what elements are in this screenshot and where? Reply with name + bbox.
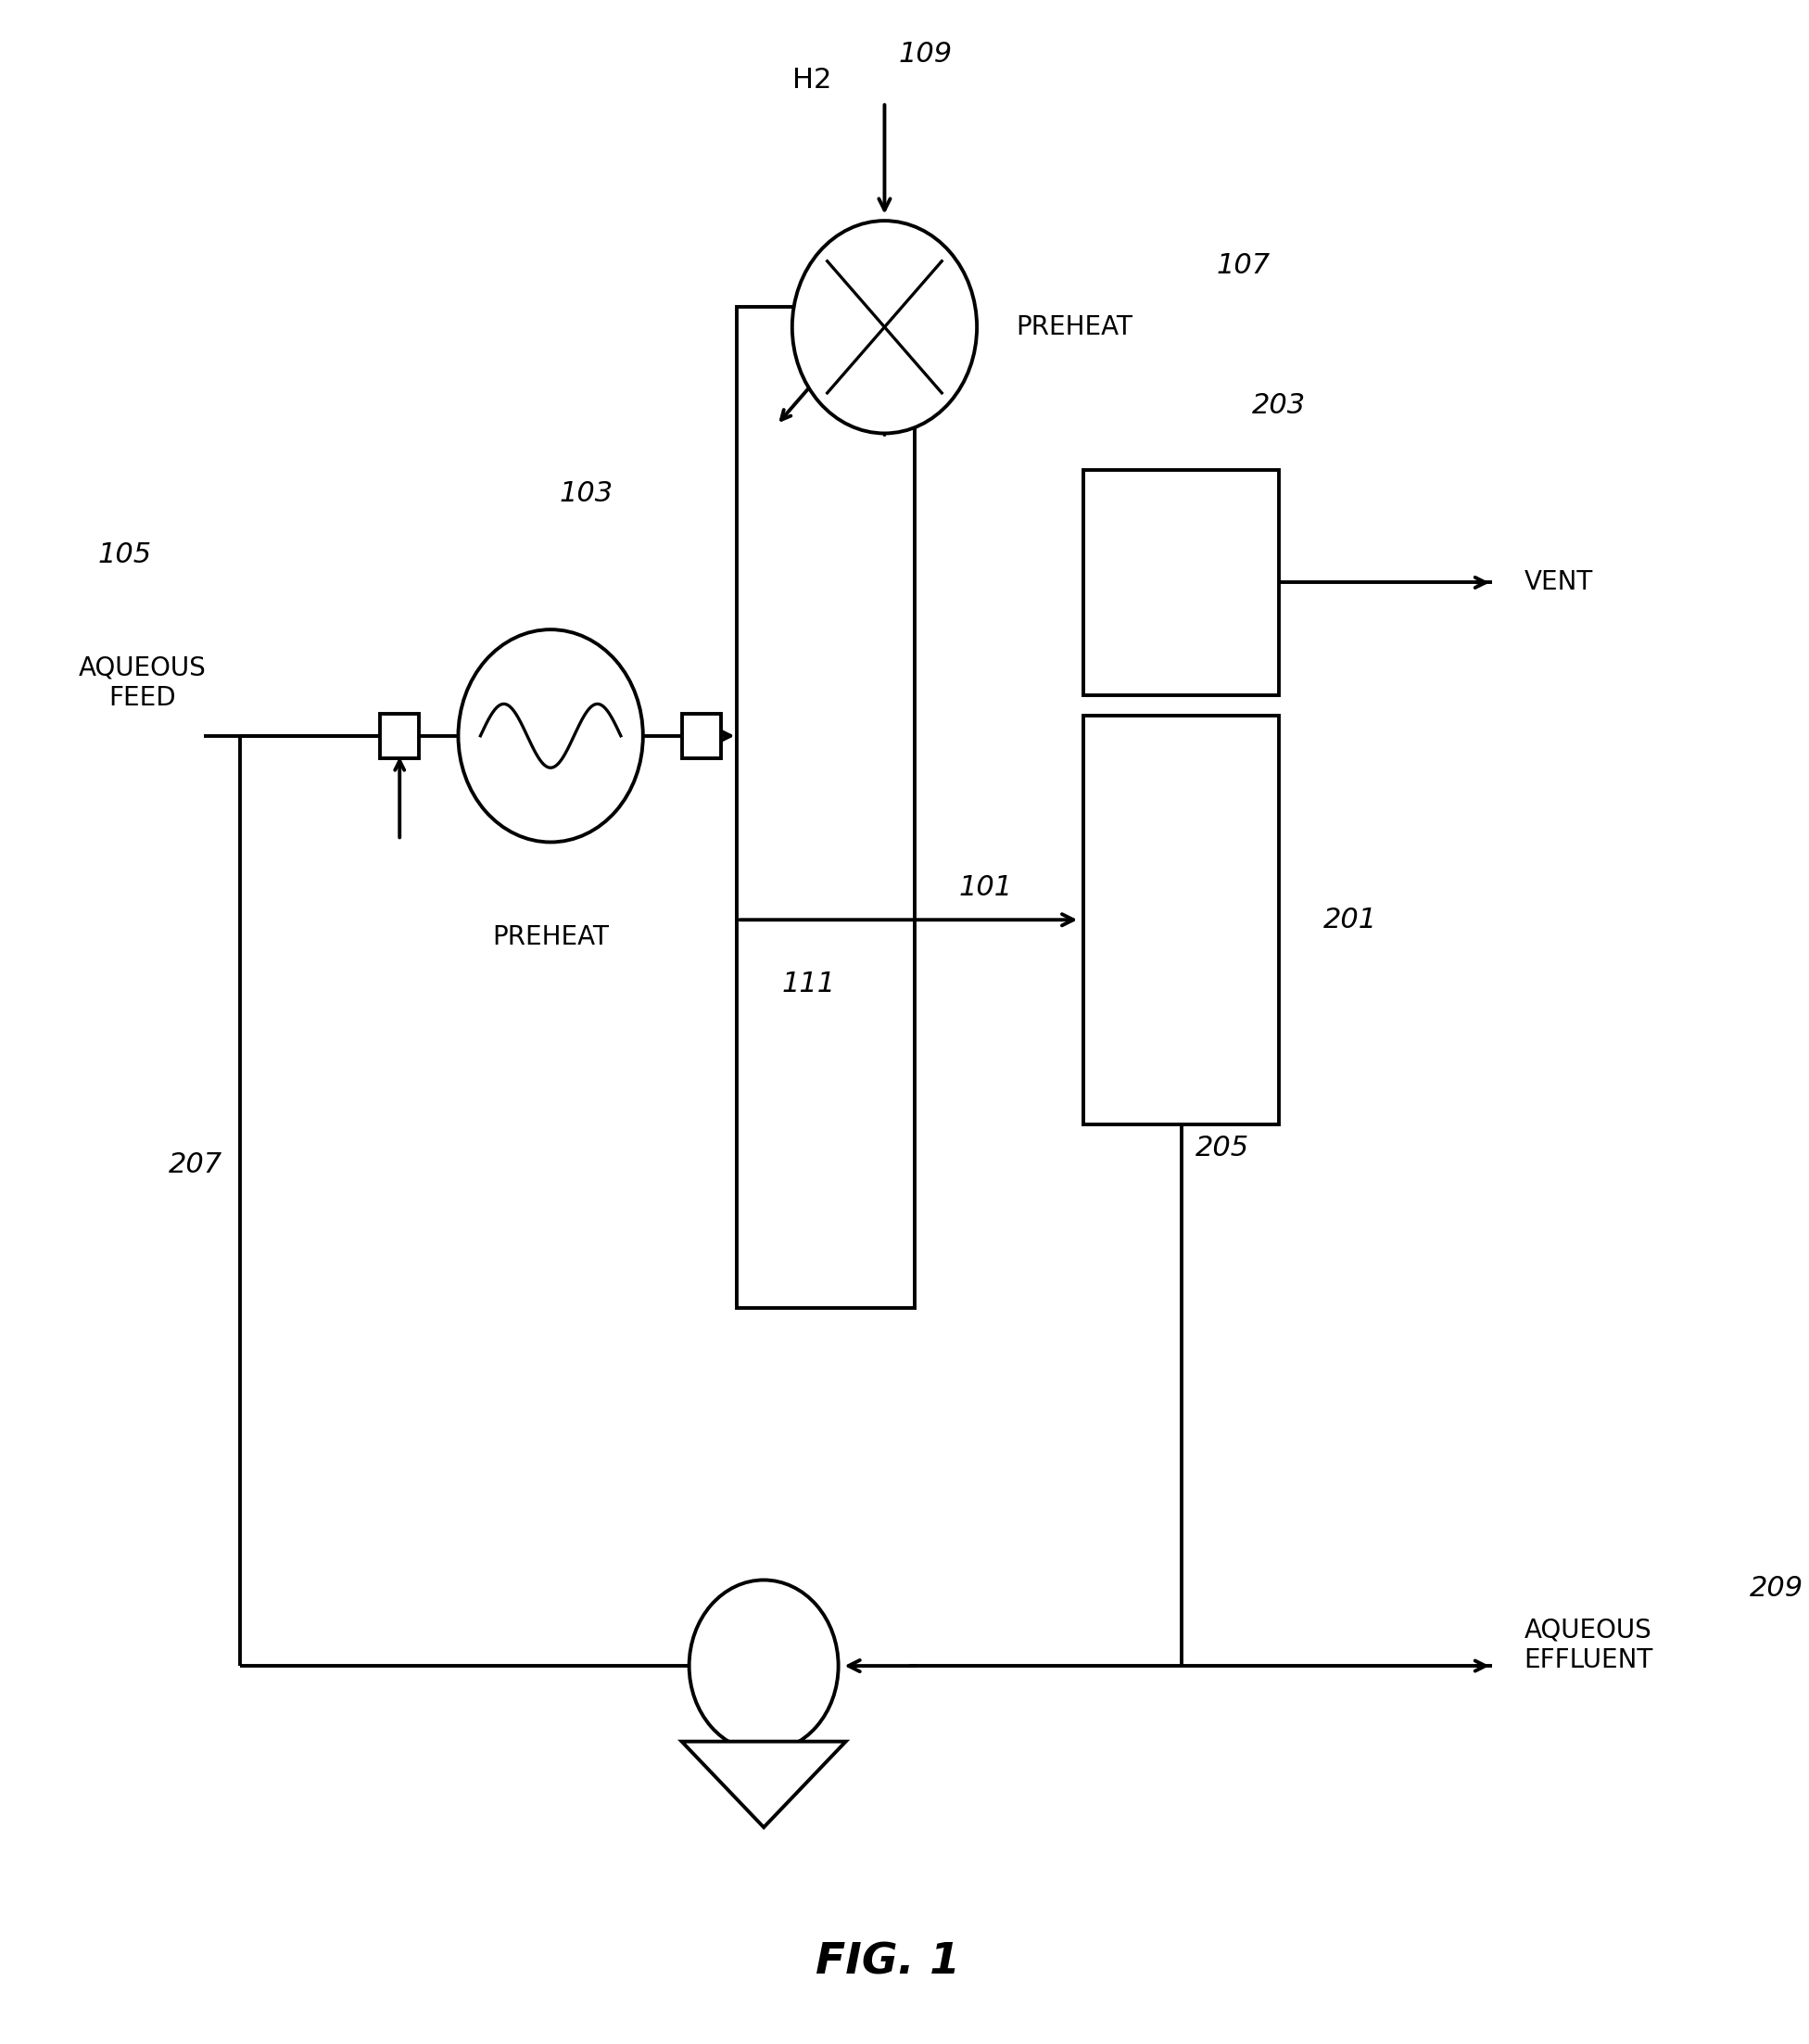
- Text: 205: 205: [1196, 1134, 1250, 1161]
- Text: FIG. 1: FIG. 1: [816, 1942, 961, 1983]
- Circle shape: [689, 1580, 838, 1752]
- Text: H2: H2: [792, 67, 832, 94]
- Bar: [682, 713, 722, 758]
- Text: 203: 203: [1252, 392, 1306, 419]
- Text: 101: 101: [959, 875, 1013, 901]
- Circle shape: [458, 630, 642, 842]
- Text: 209: 209: [1749, 1574, 1804, 1602]
- Polygon shape: [682, 1741, 847, 1827]
- Text: AQUEOUS
FEED: AQUEOUS FEED: [78, 656, 206, 711]
- Bar: [1084, 470, 1279, 695]
- Text: 107: 107: [1217, 251, 1270, 280]
- Text: 109: 109: [899, 41, 953, 67]
- Bar: [736, 307, 915, 1308]
- Text: AQUEOUS
EFFLUENT: AQUEOUS EFFLUENT: [1523, 1617, 1653, 1674]
- Text: VENT: VENT: [1523, 570, 1592, 595]
- Circle shape: [792, 221, 977, 433]
- Bar: [1084, 715, 1279, 1124]
- Text: 105: 105: [98, 542, 152, 568]
- Text: PREHEAT: PREHEAT: [492, 924, 610, 950]
- Text: 201: 201: [1322, 905, 1377, 934]
- Text: 103: 103: [559, 480, 613, 507]
- Text: 207: 207: [168, 1151, 223, 1179]
- Bar: [380, 713, 420, 758]
- Text: 111: 111: [781, 971, 836, 997]
- Text: PREHEAT: PREHEAT: [1017, 315, 1132, 339]
